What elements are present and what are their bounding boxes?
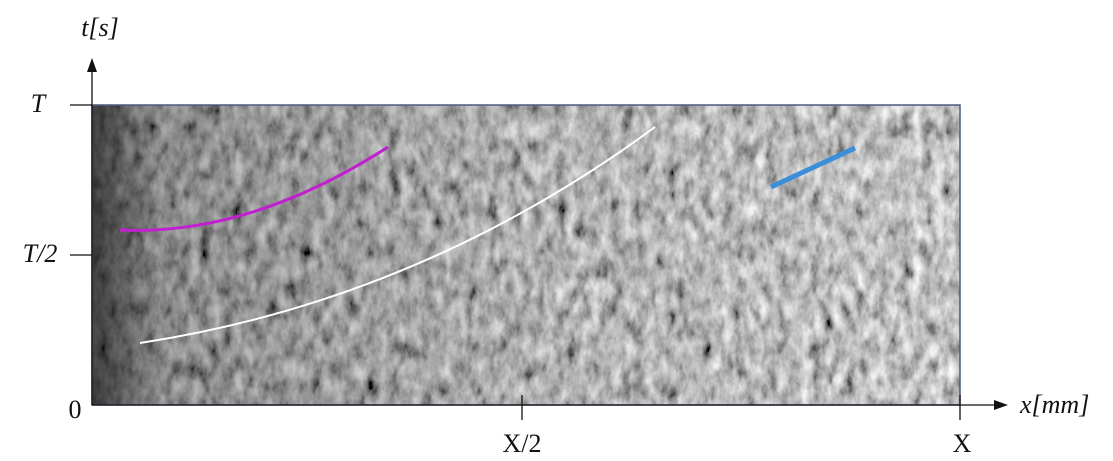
- y-tick-label: 0: [69, 395, 82, 424]
- spacetime-image: [92, 105, 960, 405]
- x-tick-label: X/2: [503, 429, 542, 458]
- x-tick-label: X: [953, 429, 972, 458]
- diagram: t[s] T T/2 0 x[mm] X/2 X: [0, 0, 1113, 461]
- y-arrow: [87, 58, 97, 72]
- y-tick-label: T: [31, 89, 47, 118]
- page: {"y_axis": {"label": "t[s]", "ticks": ["…: [0, 0, 1113, 461]
- y-axis-label: t[s]: [81, 13, 119, 42]
- y-tick-label: T/2: [23, 239, 58, 268]
- x-axis-label: x[mm]: [1019, 390, 1089, 419]
- x-arrow: [994, 400, 1008, 410]
